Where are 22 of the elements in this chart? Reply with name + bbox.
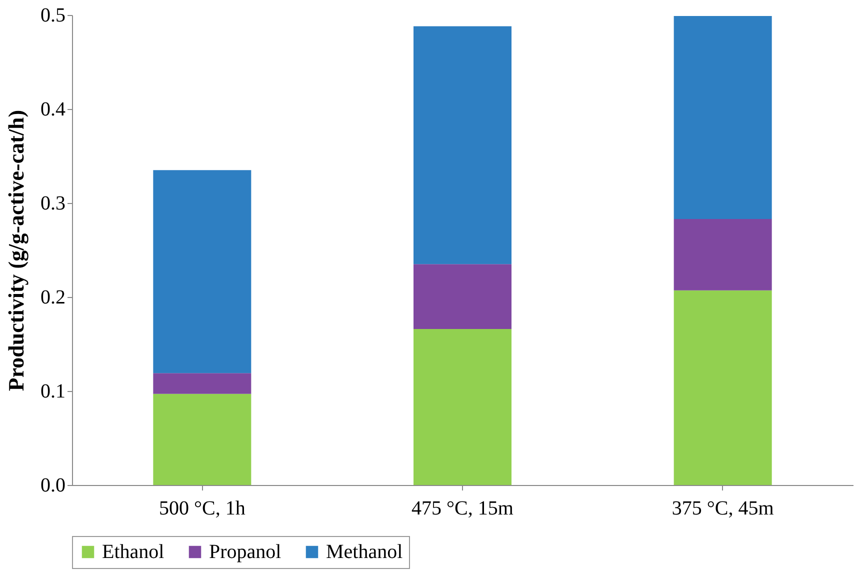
y-tick-label: 0.4 <box>40 98 66 120</box>
y-tick-label: 0.2 <box>40 286 66 308</box>
legend-label: Propanol <box>209 541 282 563</box>
y-tick-label: 0.5 <box>40 4 66 26</box>
bar <box>414 328 512 485</box>
y-tick-label: 0.0 <box>40 474 66 496</box>
legend-label: Methanol <box>326 541 404 563</box>
bar <box>153 394 252 485</box>
y-tick-label: 0.1 <box>40 380 66 402</box>
bar <box>674 290 772 485</box>
y-axis-title: Productivity (g/g-active-cat/h) <box>4 110 28 392</box>
bar <box>414 264 512 329</box>
bar <box>414 26 512 264</box>
x-tick-label: 375 °C, 45m <box>672 498 774 520</box>
legend-label: Ethanol <box>102 541 165 563</box>
bar <box>153 373 252 394</box>
x-tick-label: 500 °C, 1h <box>158 498 246 520</box>
bar <box>674 16 772 219</box>
y-tick-label: 0.3 <box>40 192 66 214</box>
bar <box>153 170 252 374</box>
x-tick-label: 475 °C, 15m <box>412 498 514 520</box>
bar <box>674 218 772 290</box>
